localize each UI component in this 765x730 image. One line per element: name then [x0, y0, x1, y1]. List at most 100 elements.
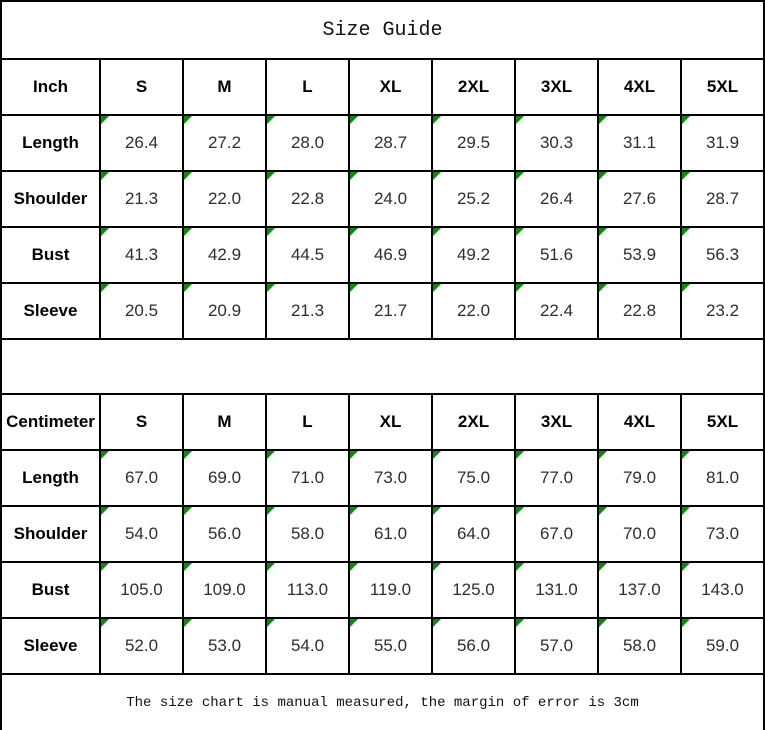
table-row: Sleeve 52.0 53.0 54.0 55.0 56.0 57.0 58.0 59.0: [0, 617, 765, 675]
size-value-cell: 31.1: [597, 114, 682, 172]
size-header-cell: 3XL: [514, 393, 599, 451]
unit-header-cell: Centimeter: [0, 393, 101, 451]
size-value-cell: 22.8: [265, 170, 350, 228]
size-value-cell: 81.0: [680, 449, 765, 507]
size-value-cell: 69.0: [182, 449, 267, 507]
size-header-cell: 3XL: [514, 58, 599, 116]
size-value-cell: 25.2: [431, 170, 516, 228]
size-value-cell: 23.2: [680, 282, 765, 340]
size-value-cell: 143.0: [680, 561, 765, 619]
spacer-section: [0, 338, 765, 395]
size-value-cell: 119.0: [348, 561, 433, 619]
size-value-cell: 30.3: [514, 114, 599, 172]
size-value-cell: 70.0: [597, 505, 682, 563]
measure-label-cell: Shoulder: [0, 505, 101, 563]
size-value-cell: 21.3: [265, 282, 350, 340]
inch-table-section: Inch S M L XL 2XL 3XL 4XL 5XL Length 26.4 27.2 28.0 2…: [0, 58, 765, 340]
size-value-cell: 44.5: [265, 226, 350, 284]
size-value-cell: 109.0: [182, 561, 267, 619]
size-value-cell: 27.6: [597, 170, 682, 228]
size-value-cell: 59.0: [680, 617, 765, 675]
size-value-cell: 28.0: [265, 114, 350, 172]
size-value-cell: 28.7: [680, 170, 765, 228]
size-value-cell: 28.7: [348, 114, 433, 172]
footer-row: The size chart is manual measured, the m…: [0, 673, 765, 730]
size-header-cell: 4XL: [597, 393, 682, 451]
footer-note: The size chart is manual measured, the m…: [0, 673, 765, 730]
size-value-cell: 79.0: [597, 449, 682, 507]
size-value-cell: 67.0: [514, 505, 599, 563]
size-value-cell: 61.0: [348, 505, 433, 563]
size-value-cell: 56.0: [431, 617, 516, 675]
size-value-cell: 29.5: [431, 114, 516, 172]
size-value-cell: 22.0: [431, 282, 516, 340]
table-row: Shoulder 21.3 22.0 22.8 24.0 25.2 26.4 27.6 28.7: [0, 170, 765, 228]
size-value-cell: 27.2: [182, 114, 267, 172]
size-header-cell: 5XL: [680, 393, 765, 451]
size-value-cell: 22.0: [182, 170, 267, 228]
size-value-cell: 22.8: [597, 282, 682, 340]
centimeter-table-section: Centimeter S M L XL 2XL 3XL 4XL 5XL Length 67.0 69.…: [0, 393, 765, 675]
size-header-cell: 2XL: [431, 393, 516, 451]
size-value-cell: 64.0: [431, 505, 516, 563]
size-value-cell: 24.0: [348, 170, 433, 228]
footer-section: The size chart is manual measured, the m…: [0, 673, 765, 730]
size-value-cell: 26.4: [514, 170, 599, 228]
size-value-cell: 55.0: [348, 617, 433, 675]
measure-label-cell: Bust: [0, 561, 101, 619]
size-value-cell: 22.4: [514, 282, 599, 340]
size-header-cell: S: [99, 393, 184, 451]
size-value-cell: 46.9: [348, 226, 433, 284]
size-value-cell: 75.0: [431, 449, 516, 507]
size-value-cell: 58.0: [265, 505, 350, 563]
unit-header-cell: Inch: [0, 58, 101, 116]
size-header-cell: M: [182, 393, 267, 451]
measure-label-cell: Sleeve: [0, 617, 101, 675]
measure-label-cell: Sleeve: [0, 282, 101, 340]
size-value-cell: 67.0: [99, 449, 184, 507]
size-value-cell: 20.9: [182, 282, 267, 340]
size-value-cell: 105.0: [99, 561, 184, 619]
size-value-cell: 41.3: [99, 226, 184, 284]
size-value-cell: 73.0: [680, 505, 765, 563]
size-value-cell: 57.0: [514, 617, 599, 675]
size-value-cell: 56.3: [680, 226, 765, 284]
size-header-cell: 2XL: [431, 58, 516, 116]
size-header-cell: 4XL: [597, 58, 682, 116]
measure-label-cell: Shoulder: [0, 170, 101, 228]
table-row: Length 26.4 27.2 28.0 28.7 29.5 30.3 31.1 31.9: [0, 114, 765, 172]
size-header-cell: L: [265, 58, 350, 116]
spacer-row: [0, 338, 765, 395]
size-header-cell: 5XL: [680, 58, 765, 116]
size-header-cell: XL: [348, 58, 433, 116]
size-value-cell: 73.0: [348, 449, 433, 507]
measure-label-cell: Length: [0, 114, 101, 172]
measure-label-cell: Bust: [0, 226, 101, 284]
size-value-cell: 137.0: [597, 561, 682, 619]
table-row: Bust 105.0 109.0 113.0 119.0 125.0 131.0 137.0 1…: [0, 561, 765, 619]
table-row: Sleeve 20.5 20.9 21.3 21.7 22.0 22.4 22.8 23.2: [0, 282, 765, 340]
size-value-cell: 54.0: [265, 617, 350, 675]
size-value-cell: 71.0: [265, 449, 350, 507]
table-spacer: [0, 338, 765, 395]
size-header-row: Centimeter S M L XL 2XL 3XL 4XL 5XL: [0, 393, 765, 451]
size-value-cell: 131.0: [514, 561, 599, 619]
size-value-cell: 31.9: [680, 114, 765, 172]
size-header-cell: L: [265, 393, 350, 451]
size-value-cell: 52.0: [99, 617, 184, 675]
size-header-cell: XL: [348, 393, 433, 451]
size-value-cell: 20.5: [99, 282, 184, 340]
title-section: Size Guide: [0, 0, 765, 60]
table-row: Bust 41.3 42.9 44.5 46.9 49.2 51.6 53.9 56.3: [0, 226, 765, 284]
size-header-row: Inch S M L XL 2XL 3XL 4XL 5XL: [0, 58, 765, 116]
size-value-cell: 21.3: [99, 170, 184, 228]
size-value-cell: 26.4: [99, 114, 184, 172]
size-value-cell: 77.0: [514, 449, 599, 507]
table-row: Length 67.0 69.0 71.0 73.0 75.0 77.0 79.0 81.0: [0, 449, 765, 507]
size-value-cell: 125.0: [431, 561, 516, 619]
size-value-cell: 54.0: [99, 505, 184, 563]
measure-label-cell: Length: [0, 449, 101, 507]
size-value-cell: 51.6: [514, 226, 599, 284]
